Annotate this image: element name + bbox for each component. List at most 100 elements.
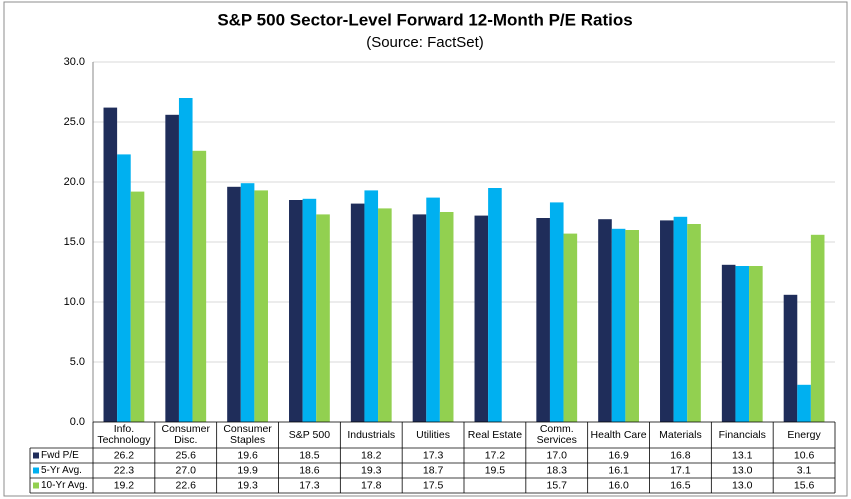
x-tick-label: Consumer Disc. [161,423,210,446]
table-value: 17.5 [423,479,444,491]
bar [687,224,701,422]
bar [797,384,811,422]
table-value: 22.3 [114,464,135,476]
bar [240,183,255,422]
chart-title: S&P 500 Sector-Level Forward 12-Month P/… [217,10,632,29]
table-value: 26.2 [114,449,135,461]
bar [611,228,626,422]
bar [364,190,379,422]
bar [488,188,502,422]
bar [439,212,454,422]
y-tick-label: 10.0 [64,296,85,308]
bar [350,203,365,422]
x-tick-label: Real Estate [467,428,523,441]
x-tick-label: Utilities [416,428,450,441]
x-tick-label-box: Materials [659,429,702,440]
x-tick-label: Energy [787,428,821,441]
bar [474,215,489,422]
legend-swatch [33,467,39,474]
x-tick-label-box: S&P 500 [288,428,331,441]
legend-label: 10-Yr Avg. [41,480,88,491]
table-value: 17.8 [361,479,382,491]
x-tick-label-box: Consumer Disc. [161,423,210,446]
x-tick-label-box: Info. Technology [97,423,151,446]
table-value: 19.3 [237,479,258,491]
x-tick-label: Industrials [347,428,396,441]
table-value: 18.6 [299,464,320,476]
legend-swatch [33,482,39,489]
bar [227,186,241,422]
table-value: 22.6 [176,479,197,491]
table-value: 16.8 [670,449,691,461]
bar [103,107,118,422]
legend-label: Fwd P/E [41,450,79,461]
bar [598,219,612,422]
x-tick-label-box: Energy [787,428,821,441]
bar [735,266,750,422]
table-value: 19.5 [485,464,506,476]
bar [192,150,207,423]
x-tick-label-box: Health Care [590,428,647,441]
table-value: 18.3 [547,464,568,476]
table-value: 17.1 [670,464,691,476]
table-value: 27.0 [176,464,197,476]
table-value: 13.0 [732,479,753,491]
table-value: 10.6 [794,449,815,461]
bar [165,114,179,423]
table-value: 17.3 [423,449,444,461]
bar [130,191,145,422]
bar [178,98,193,422]
table-value: 19.3 [361,464,382,476]
x-tick-label-box: Comm. Services [536,423,577,446]
table-value: 17.0 [547,449,568,461]
bar [563,233,578,422]
bar [412,214,427,422]
table-value: 16.1 [608,464,629,476]
table-value: 17.2 [485,449,506,461]
bar [549,202,564,422]
bar [721,264,736,422]
table-value: 13.1 [732,449,753,461]
table-value: 19.6 [237,449,258,461]
bar [302,198,317,422]
x-tick-label-box: Industrials [347,428,396,441]
bar [316,214,330,422]
table-value: 19.9 [237,464,258,476]
table-value: 17.3 [299,479,320,491]
bar [660,220,674,422]
x-tick-label-box: Utilities [416,428,450,441]
table-value: 16.0 [608,479,629,491]
y-tick-label: 25.0 [64,116,85,128]
bar [673,216,688,422]
table-value: 16.9 [608,449,629,461]
table-value: 18.7 [423,464,444,476]
y-tick-label: 20.0 [64,176,85,188]
table-value: 19.2 [114,479,135,491]
x-tick-label-box: Consumer Staples [223,423,272,446]
bar [254,190,268,422]
x-tick-label-box: Financials [718,428,766,441]
x-tick-label: Financials [718,428,766,441]
y-tick-label: 15.0 [64,236,85,248]
bar [289,200,303,422]
bar [426,197,440,422]
bar [378,208,392,422]
x-tick-label: Health Care [590,428,647,441]
bar [536,218,550,422]
bar [783,294,798,422]
x-tick-label: Consumer Staples [223,423,272,446]
x-tick-label: Comm. Services [536,423,577,446]
y-tick-label: 0.0 [70,416,85,428]
x-tick-label: Info. Technology [97,423,151,446]
table-value: 3.1 [797,464,812,476]
bar [810,234,825,422]
table-value: 13.0 [732,464,753,476]
bar [625,230,639,422]
x-tick-label: S&P 500 [288,428,331,441]
table-value: 25.6 [176,449,197,461]
bar [117,154,131,422]
table-value: 18.2 [361,449,382,461]
table-value: 15.6 [794,479,815,491]
legend-swatch [33,452,39,459]
